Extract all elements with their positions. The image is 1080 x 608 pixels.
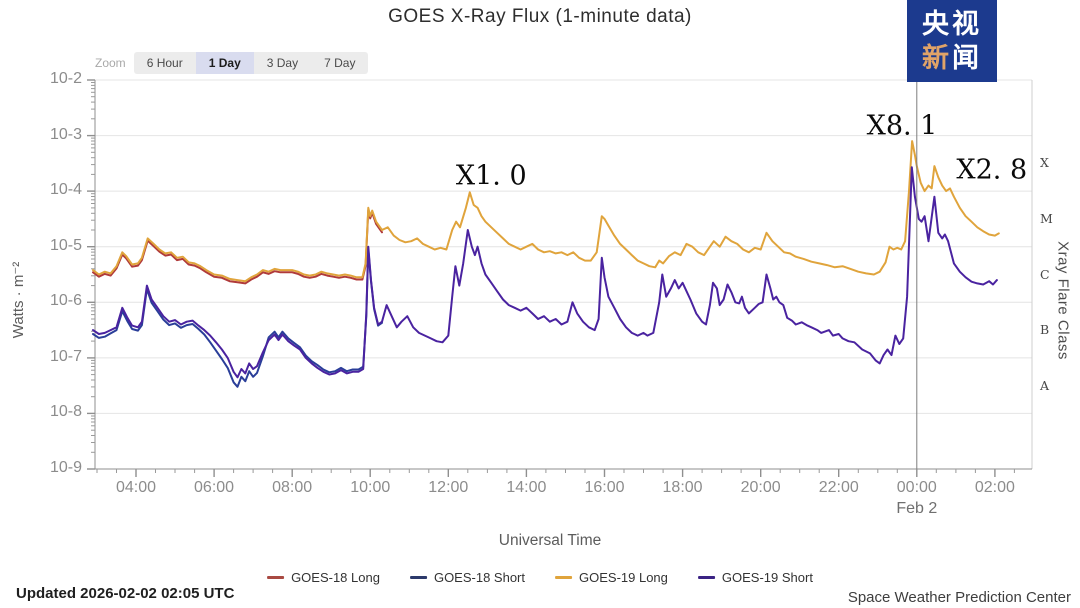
- x-tick-label: 06:00: [194, 479, 235, 496]
- zoom-control: Zoom 6 Hour 1 Day 3 Day 7 Day: [95, 52, 369, 74]
- flare-class-letter-a: A: [1040, 377, 1050, 393]
- flare-class-letter-x: X: [1040, 155, 1049, 171]
- y-tick-label: 10-2: [49, 70, 82, 87]
- flare-class-letter-m: M: [1040, 210, 1053, 226]
- x-tick-label: 20:00: [740, 479, 781, 496]
- series-goes-19-long: [92, 140, 1000, 283]
- zoom-option-1-day[interactable]: 1 Day: [195, 52, 254, 74]
- y-tick-label: 10-4: [49, 181, 82, 199]
- logo-accent-char: 新: [922, 43, 952, 73]
- x-tick-label: 14:00: [506, 479, 547, 496]
- cctv-news-logo: 央视 新闻: [907, 0, 997, 82]
- x-tick-label: 18:00: [662, 479, 703, 496]
- logo-line1: 央视: [922, 9, 982, 39]
- flare-annotation: X2. 8: [956, 154, 1028, 186]
- legend-dash-icon: [697, 576, 715, 579]
- zoom-label: Zoom: [95, 56, 126, 70]
- flare-class-letter-c: C: [1040, 266, 1050, 282]
- x-tick-label: 12:00: [428, 479, 469, 496]
- x-tick-label: 04:00: [115, 479, 156, 496]
- chart-legend: GOES-18 Long GOES-18 Short GOES-19 Long GOE…: [267, 570, 813, 585]
- y-tick-label: 10-6: [49, 292, 82, 310]
- updated-timestamp: Updated 2026-02-02 02:05 UTC: [16, 585, 235, 602]
- x-axis-title: Universal Time: [498, 532, 602, 549]
- flare-annotation: X1. 0: [455, 160, 527, 192]
- flare-annotation: X8. 1: [866, 110, 938, 142]
- zoom-option-7-day[interactable]: 7 Day: [324, 56, 356, 70]
- legend-dash-icon: [267, 576, 285, 579]
- legend-dash-icon: [409, 576, 427, 579]
- y-axis-title: Watts · m⁻²: [10, 261, 27, 339]
- source-credit: Space Weather Prediction Center: [847, 589, 1071, 606]
- legend-label: GOES-19 Long: [579, 570, 668, 585]
- series-goes-18-short: [92, 248, 383, 388]
- x-tick-label: 10:00: [350, 479, 391, 496]
- y-tick-label: 10-7: [49, 347, 82, 365]
- legend-item: GOES-19 Short: [697, 570, 813, 585]
- x-tick-label: 00:00: [896, 479, 937, 496]
- legend-dash-icon: [555, 576, 572, 579]
- y-tick-label: 10-8: [49, 403, 82, 421]
- legend-item: GOES-18 Short: [409, 570, 525, 585]
- y-tick-label: 10-5: [49, 236, 82, 254]
- legend-label: GOES-18 Long: [291, 570, 380, 585]
- zoom-option-3-day[interactable]: 3 Day: [266, 56, 299, 70]
- page-title: GOES X-Ray Flux (1-minute data): [388, 6, 692, 27]
- logo-line2-rest: 闻: [952, 43, 982, 73]
- legend-label: GOES-19 Short: [721, 570, 813, 585]
- series-goes-18-long: [92, 209, 383, 285]
- zoom-option-6-hour[interactable]: 6 Hour: [146, 56, 183, 70]
- legend-label: GOES-18 Short: [433, 570, 525, 585]
- legend-item: GOES-19 Long: [555, 570, 668, 585]
- y-tick-label: 10-3: [49, 125, 82, 143]
- x-tick-label: 02:00: [974, 479, 1015, 496]
- y-tick-label: 10-9: [49, 459, 82, 476]
- x-tick-label: 22:00: [818, 479, 859, 496]
- x-tick-label: 16:00: [584, 479, 625, 496]
- x-tick-sublabel: Feb 2: [896, 500, 938, 517]
- flare-class-letter-b: B: [1040, 322, 1050, 338]
- x-tick-label: 08:00: [272, 479, 313, 496]
- legend-item: GOES-18 Long: [267, 570, 380, 585]
- right-axis-title: Xray Flare Class: [1054, 241, 1072, 360]
- series-goes-19-short: [92, 166, 998, 379]
- zoom-button-group: 6 Hour 1 Day 3 Day 7 Day: [133, 52, 369, 74]
